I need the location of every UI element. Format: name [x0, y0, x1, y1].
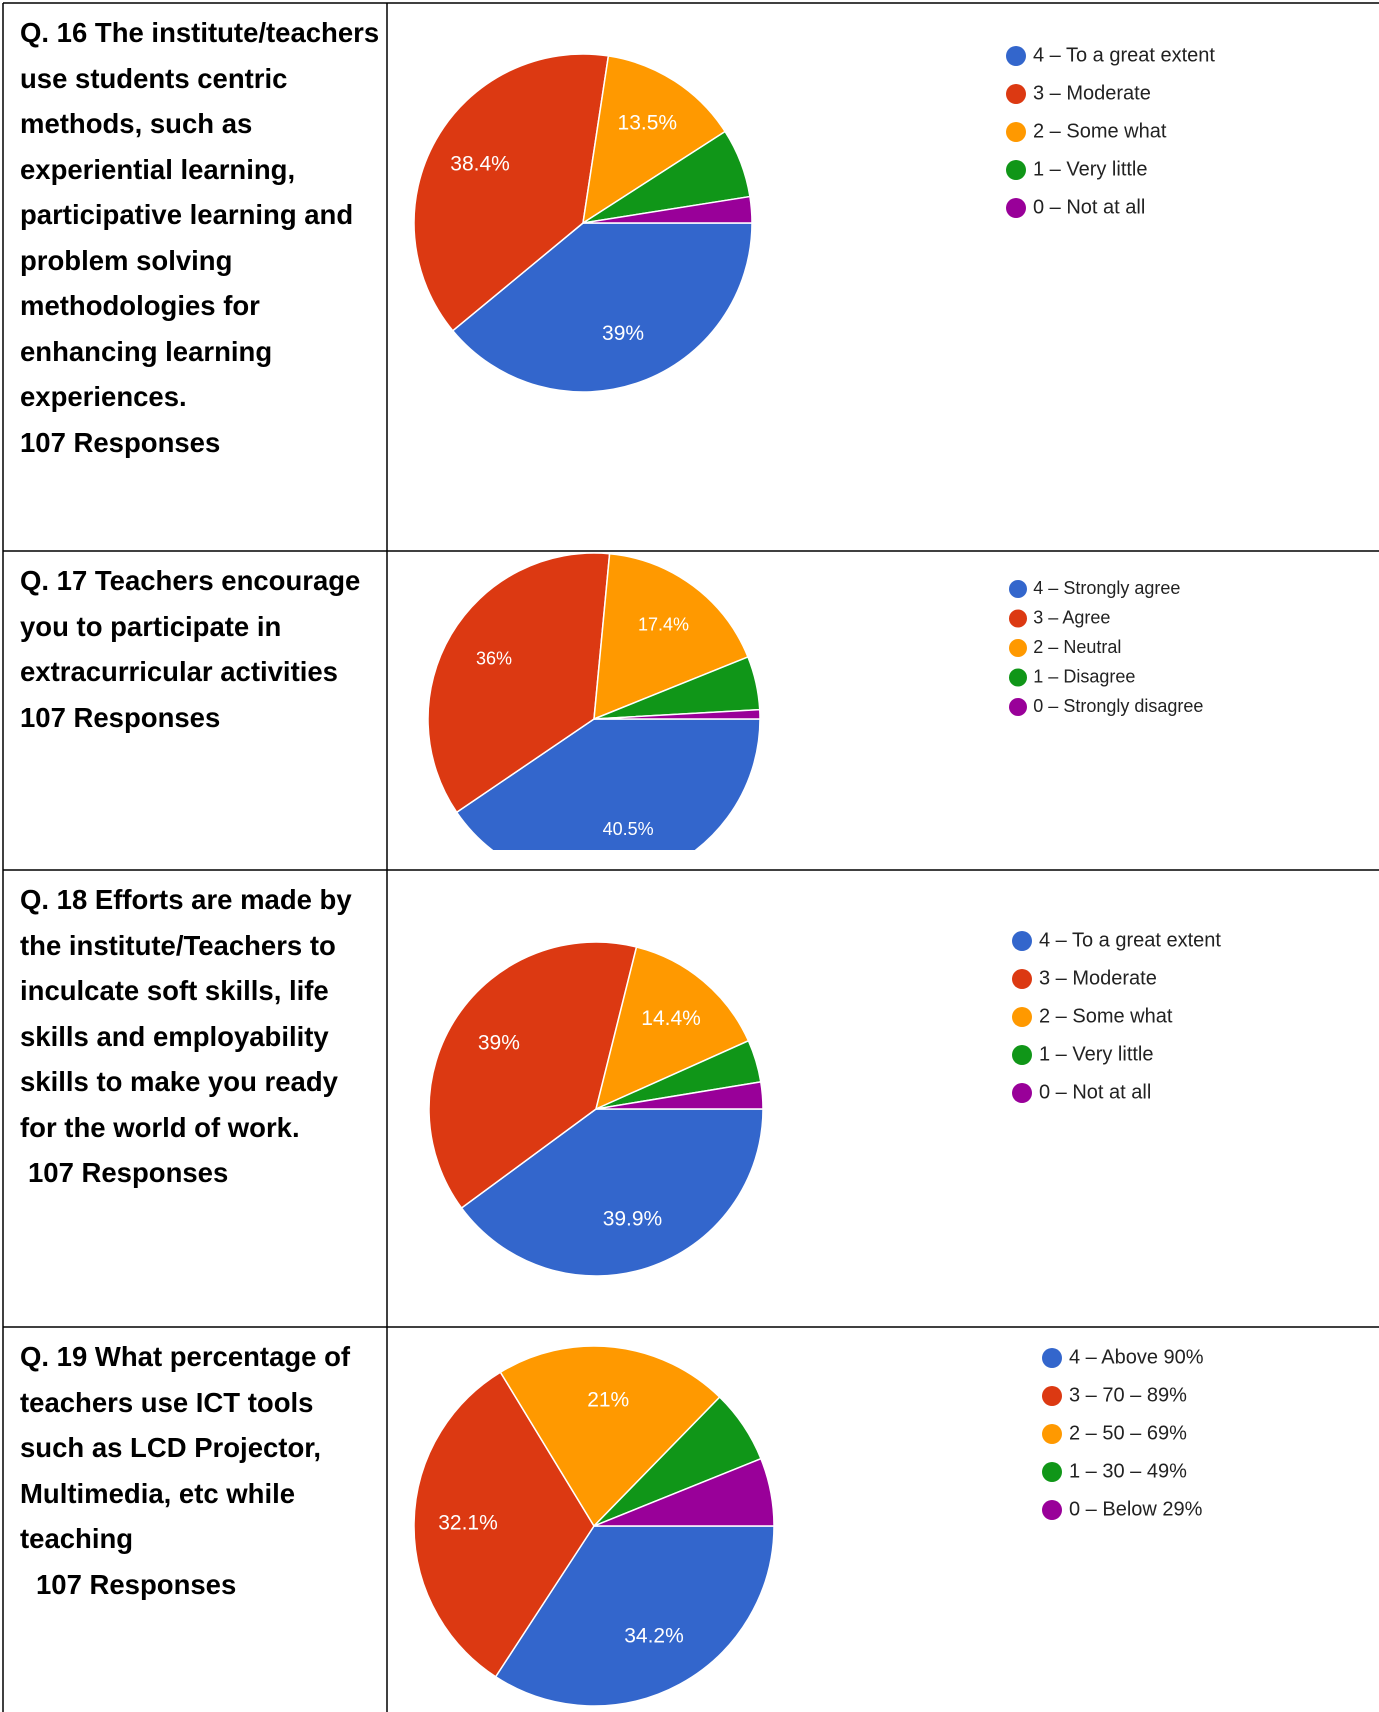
slice-label: 13.5%: [618, 111, 678, 134]
pie-chart: 34.2% 32.1% 21%: [413, 1345, 775, 1707]
slice-label: 21%: [587, 1388, 629, 1411]
response-count: 107 Responses: [28, 1157, 229, 1188]
legend-label: 3 – Agree: [1033, 607, 1110, 627]
charts: 39% 38.4% 13.5% 4 – To a great extent 3 – Mo…: [413, 44, 1221, 1707]
pie-slice: [582, 195, 753, 224]
question-text: Q. 19 What percentage of teachers use IC…: [20, 1341, 351, 1554]
slice-label: 39%: [602, 322, 644, 345]
pie-slice: [451, 222, 753, 393]
response-count: 107 Responses: [36, 1568, 237, 1600]
slice-label: 39.9%: [603, 1208, 663, 1231]
legend-label: 3 – 70 – 89%: [1069, 1384, 1187, 1406]
legend-label: 0 – Not at all: [1039, 1081, 1151, 1103]
legend-label: 4 – To a great extent: [1033, 44, 1215, 66]
slice-label: 38.4%: [450, 152, 510, 175]
slice-label: 36%: [476, 649, 512, 669]
legend-label: 3 – Moderate: [1039, 967, 1157, 989]
pie-slice: [455, 718, 761, 850]
legend-swatch: [1009, 639, 1027, 657]
legend-label: 1 – Very little: [1033, 158, 1148, 180]
slice-label: 14.4%: [641, 1007, 701, 1030]
legend-label: 0 – Strongly disagree: [1033, 696, 1203, 716]
legend-label: 1 – Very little: [1039, 1043, 1154, 1065]
slice-label: 34.2%: [624, 1624, 684, 1647]
pie-slice: [593, 552, 749, 721]
question-text: Q. 17 Teachers encourage you to particip…: [20, 565, 361, 687]
question-cell: Q. 18 Efforts are made by the institute/…: [20, 877, 382, 1196]
legend-swatch: [1009, 668, 1027, 687]
legend-label: 2 – 50 – 69%: [1069, 1422, 1187, 1444]
pie-slice: [594, 946, 750, 1111]
legend-swatch: [1012, 1045, 1032, 1065]
legend-swatch: [1042, 1386, 1062, 1406]
question-cell: Q. 16 The institute/teachers use student…: [20, 10, 382, 465]
pie-slice: [460, 1108, 764, 1277]
slice-label: 40.5%: [603, 819, 654, 839]
legend-label: 1 – 30 – 49%: [1069, 1460, 1187, 1482]
pie-slice: [413, 53, 610, 332]
legend-swatch: [1009, 580, 1027, 598]
question-text: Q. 18 Efforts are made by the institute/…: [20, 884, 352, 1143]
legend-swatch: [1012, 1007, 1032, 1027]
legend-swatch: [1009, 609, 1027, 628]
pie-chart: 40.5% 36% 17.4%: [427, 552, 761, 850]
pie-slice: [427, 552, 611, 814]
legend-swatch: [1006, 84, 1026, 104]
question-cell: Q. 19 What percentage of teachers use IC…: [20, 1334, 382, 1607]
legend-label: 4 – Strongly agree: [1033, 578, 1180, 598]
pie-slice: [428, 941, 638, 1210]
slice-label: 39%: [478, 1031, 520, 1054]
legend-swatch: [1009, 698, 1027, 716]
pie-chart: 39% 38.4% 13.5%: [413, 53, 753, 393]
slice-label: 17.4%: [638, 615, 689, 635]
legend-swatch: [1006, 160, 1026, 180]
pie-slice: [582, 55, 727, 225]
slice-label: 32.1%: [438, 1512, 498, 1535]
legend-label: 2 – Neutral: [1033, 637, 1121, 657]
legend-swatch: [1006, 46, 1026, 66]
legend-label: 2 – Some what: [1033, 120, 1167, 142]
legend-swatch: [1006, 122, 1026, 142]
pie-chart: 39.9% 39% 14.4%: [428, 941, 764, 1277]
legend-swatch: [1012, 1083, 1032, 1103]
pie-slice: [595, 1080, 764, 1110]
question-cell: Q. 17 Teachers encourage you to particip…: [20, 558, 382, 740]
legend-swatch: [1012, 931, 1032, 951]
legend-label: 0 – Below 29%: [1069, 1498, 1203, 1520]
response-count: 107 Responses: [20, 701, 221, 733]
legend-label: 3 – Moderate: [1033, 82, 1151, 104]
legend-swatch: [1042, 1348, 1062, 1368]
question-text: Q. 16 The institute/teachers use student…: [20, 17, 380, 412]
legend-swatch: [1042, 1424, 1062, 1444]
pie-slice: [499, 1345, 721, 1528]
legend-swatch: [1042, 1500, 1062, 1520]
legend-label: 4 – To a great extent: [1039, 929, 1221, 951]
legend-swatch: [1012, 969, 1032, 989]
legend-label: 1 – Disagree: [1033, 666, 1135, 686]
legend-label: 0 – Not at all: [1033, 196, 1145, 218]
legend-label: 2 – Some what: [1039, 1005, 1173, 1027]
pie-slice: [593, 708, 761, 720]
legend-swatch: [1006, 198, 1026, 218]
legend-label: 4 – Above 90%: [1069, 1346, 1204, 1368]
pie-slice: [413, 1371, 595, 1678]
pie-slice: [593, 1457, 775, 1527]
response-count: 107 Responses: [20, 426, 221, 458]
legend-swatch: [1042, 1462, 1062, 1482]
